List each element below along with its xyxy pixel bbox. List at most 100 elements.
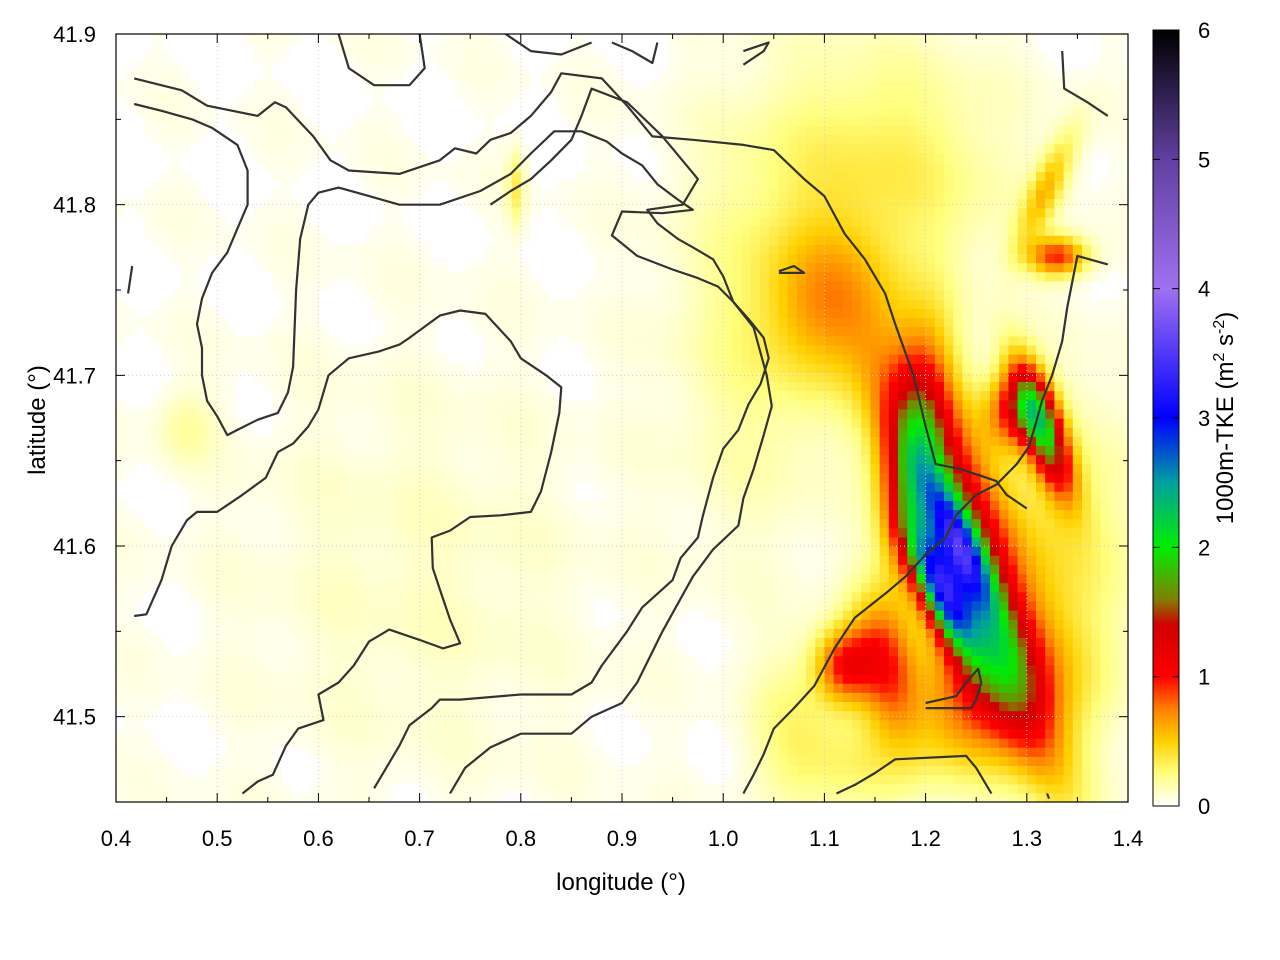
heatmap-cell xyxy=(235,692,246,703)
heatmap-cell xyxy=(806,719,816,730)
heatmap-cell xyxy=(658,701,669,712)
heatmap-cell xyxy=(438,491,448,501)
heatmap-cell xyxy=(171,381,181,392)
heatmap-cell xyxy=(456,674,467,684)
heatmap-cell xyxy=(290,381,301,392)
heatmap-cell xyxy=(364,445,375,456)
heatmap-cell xyxy=(741,582,752,593)
heatmap-cell xyxy=(842,692,853,703)
heatmap-cell xyxy=(263,573,273,584)
heatmap-cell xyxy=(953,399,963,410)
heatmap-cell xyxy=(898,445,908,456)
heatmap-cell xyxy=(649,792,660,802)
heatmap-cell xyxy=(392,564,402,575)
heatmap-cell xyxy=(686,363,697,373)
heatmap-cell xyxy=(833,363,844,373)
heatmap-cell xyxy=(879,637,890,648)
heatmap-cell xyxy=(272,738,283,748)
heatmap-cell xyxy=(208,564,218,575)
heatmap-cell xyxy=(226,600,237,611)
heatmap-cell xyxy=(1109,619,1120,629)
heatmap-cell xyxy=(953,408,963,419)
heatmap-cell xyxy=(658,756,669,767)
heatmap-cell xyxy=(1100,582,1111,593)
heatmap-cell xyxy=(787,719,798,730)
heatmap-cell xyxy=(309,418,319,428)
heatmap-cell xyxy=(410,747,421,757)
heatmap-cell xyxy=(769,472,779,483)
heatmap-cell xyxy=(346,674,356,684)
heatmap-cell xyxy=(419,756,430,767)
heatmap-cell xyxy=(318,701,329,712)
heatmap-cell xyxy=(419,646,430,657)
heatmap-cell xyxy=(888,674,899,684)
heatmap-cell xyxy=(907,628,917,639)
heatmap-cell xyxy=(833,482,844,492)
heatmap-cell xyxy=(944,710,954,721)
heatmap-cell xyxy=(925,646,936,657)
heatmap-cell xyxy=(447,719,457,730)
heatmap-cell xyxy=(382,600,393,611)
heatmap-cell xyxy=(226,738,237,748)
heatmap-cell xyxy=(1091,445,1101,456)
heatmap-cell xyxy=(704,445,715,456)
heatmap-cell xyxy=(1100,418,1111,428)
heatmap-cell xyxy=(980,692,991,703)
heatmap-cell xyxy=(336,783,347,794)
heatmap-cell xyxy=(732,600,743,611)
heatmap-cell xyxy=(309,436,319,447)
heatmap-cell xyxy=(373,354,384,364)
heatmap-cell xyxy=(796,381,807,392)
heatmap-cell xyxy=(548,674,559,684)
heatmap-cell xyxy=(612,664,623,675)
heatmap-cell xyxy=(806,619,816,629)
heatmap-cell xyxy=(723,546,733,556)
heatmap-cell xyxy=(971,719,982,730)
heatmap-cell xyxy=(346,463,356,474)
heatmap-cell xyxy=(254,372,264,383)
heatmap-cell xyxy=(1036,418,1046,428)
heatmap-cell xyxy=(318,765,329,776)
heatmap-cell xyxy=(327,418,338,428)
heatmap-cell xyxy=(539,655,549,666)
heatmap-cell xyxy=(336,546,347,556)
heatmap-cell xyxy=(566,701,577,712)
heatmap-cell xyxy=(796,390,807,401)
heatmap-cell xyxy=(364,381,375,392)
heatmap-cell xyxy=(244,774,255,785)
heatmap-cell xyxy=(870,399,881,410)
heatmap-cell xyxy=(566,573,577,584)
heatmap-cell xyxy=(290,454,301,465)
heatmap-cell xyxy=(336,390,347,401)
heatmap-cell xyxy=(125,683,135,693)
heatmap-cell xyxy=(631,454,641,465)
heatmap-cell xyxy=(143,527,154,538)
heatmap-cell xyxy=(465,591,476,602)
heatmap-cell xyxy=(309,792,319,802)
heatmap-cell xyxy=(916,445,927,456)
heatmap-cell xyxy=(189,674,200,684)
heatmap-cell xyxy=(208,683,218,693)
heatmap-cell xyxy=(852,701,862,712)
heatmap-cell xyxy=(493,719,503,730)
heatmap-cell xyxy=(870,555,881,565)
heatmap-cell xyxy=(309,719,319,730)
heatmap-cell xyxy=(134,783,145,794)
heatmap-cell xyxy=(272,792,283,802)
heatmap-cell xyxy=(1100,482,1111,492)
heatmap-cell xyxy=(539,619,549,629)
heatmap-cell xyxy=(318,756,329,767)
heatmap-cell xyxy=(1054,619,1065,629)
heatmap-cell xyxy=(336,738,347,748)
heatmap-cell xyxy=(401,701,411,712)
heatmap-cell xyxy=(925,756,936,767)
heatmap-cell xyxy=(806,536,816,547)
heatmap-cell xyxy=(364,354,375,364)
heatmap-cell xyxy=(198,427,209,437)
heatmap-cell xyxy=(990,756,1000,767)
heatmap-cell xyxy=(382,683,393,693)
heatmap-cell xyxy=(1008,628,1019,639)
heatmap-cell xyxy=(474,655,485,666)
heatmap-cell xyxy=(180,445,191,456)
heatmap-cell xyxy=(916,390,927,401)
